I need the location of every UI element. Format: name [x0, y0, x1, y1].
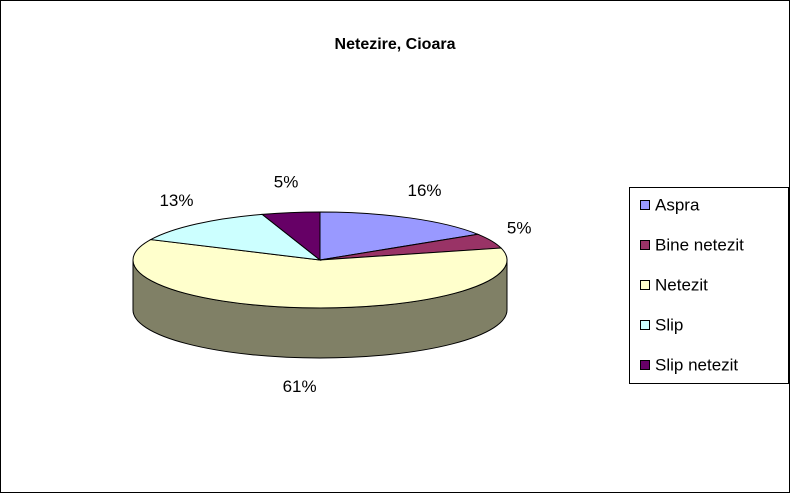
legend-swatch — [640, 360, 650, 370]
data-label: 61% — [283, 377, 317, 396]
data-label: 16% — [408, 181, 442, 200]
legend-label: Slip netezit — [655, 355, 738, 374]
chart-title: Netezire, Cioara — [335, 36, 456, 53]
legend-label: Bine netezit — [655, 235, 744, 254]
pie-slice — [319, 211, 480, 261]
legend-swatch — [640, 200, 650, 210]
legend-label: Slip — [655, 315, 683, 334]
legend-swatch — [640, 240, 650, 250]
legend-label: Aspra — [655, 195, 700, 214]
legend-swatch — [640, 320, 650, 330]
legend-label: Netezit — [655, 275, 708, 294]
data-label: 5% — [274, 172, 299, 191]
pie-slice — [260, 211, 321, 262]
legend — [629, 187, 789, 384]
data-label: 5% — [507, 219, 532, 238]
pie-slice — [149, 213, 322, 261]
data-label: 13% — [159, 191, 193, 210]
pie-slice — [132, 239, 508, 309]
legend-swatch — [640, 280, 650, 290]
